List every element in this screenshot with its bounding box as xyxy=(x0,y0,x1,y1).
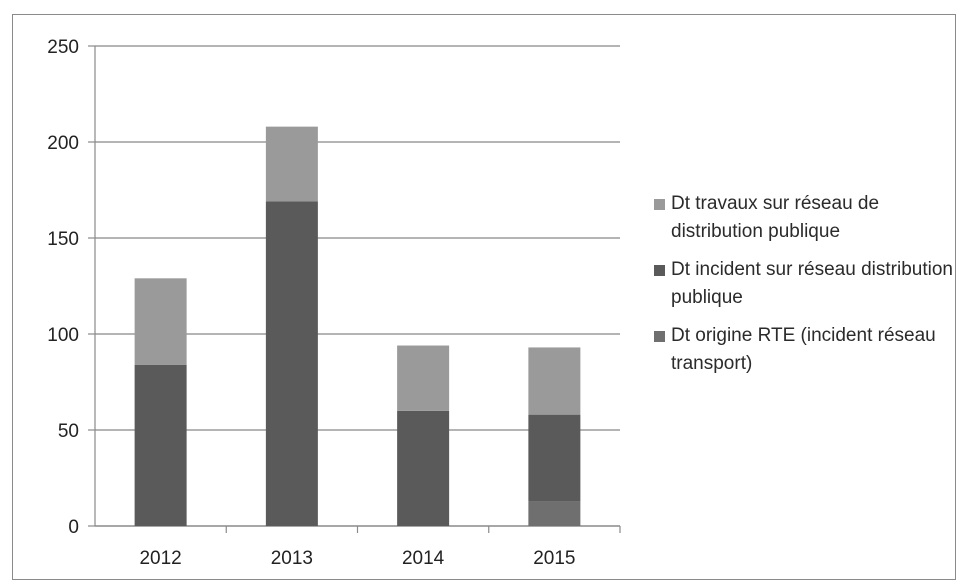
legend-label-origine-rte: Dt origine RTE (incident réseau transpor… xyxy=(671,325,936,374)
bar-segment-2013-series-1 xyxy=(265,201,318,526)
bar-segment-2014-series-1 xyxy=(397,410,450,526)
y-axis-tick-labels: 0 50 100 150 200 250 xyxy=(47,37,79,538)
legend-label-travaux: Dt travaux sur réseau de distribution pu… xyxy=(671,193,880,242)
legend-swatch-incident-distribution xyxy=(654,265,665,276)
legend-swatch-travaux xyxy=(654,199,665,210)
y-tick-label: 250 xyxy=(47,37,79,58)
bar-segment-2015-series-2 xyxy=(528,347,581,415)
y-tick-label: 150 xyxy=(47,229,79,250)
x-tick-label: 2014 xyxy=(402,548,445,569)
legend: Dt travaux sur réseau de distribution pu… xyxy=(654,190,954,388)
x-tick-label: 2013 xyxy=(271,548,313,569)
x-tick-label: 2012 xyxy=(139,548,181,569)
legend-item-travaux: Dt travaux sur réseau de distribution pu… xyxy=(654,190,954,246)
x-axis-tick-labels: 2012 2013 2014 2015 xyxy=(139,548,575,569)
legend-item-incident-distribution: Dt incident sur réseau distribution publ… xyxy=(654,256,954,312)
bar-segment-2014-series-2 xyxy=(397,345,450,411)
bar-segment-2015-series-1 xyxy=(528,414,581,502)
y-tick-label: 100 xyxy=(47,325,79,346)
bars xyxy=(134,126,581,526)
y-tick-label: 50 xyxy=(58,421,79,442)
legend-swatch-origine-rte xyxy=(654,331,665,342)
bar-segment-2013-series-2 xyxy=(265,126,318,202)
bar-segment-2012-series-2 xyxy=(134,278,187,365)
legend-label-incident-distribution: Dt incident sur réseau distribution publ… xyxy=(671,259,953,308)
y-tick-label: 200 xyxy=(47,133,79,154)
bar-segment-2012-series-1 xyxy=(134,364,187,526)
y-tick-label: 0 xyxy=(68,517,79,538)
x-tick-label: 2015 xyxy=(533,548,575,569)
legend-item-origine-rte: Dt origine RTE (incident réseau transpor… xyxy=(654,322,954,378)
bar-segment-2015-series-0 xyxy=(528,501,581,526)
